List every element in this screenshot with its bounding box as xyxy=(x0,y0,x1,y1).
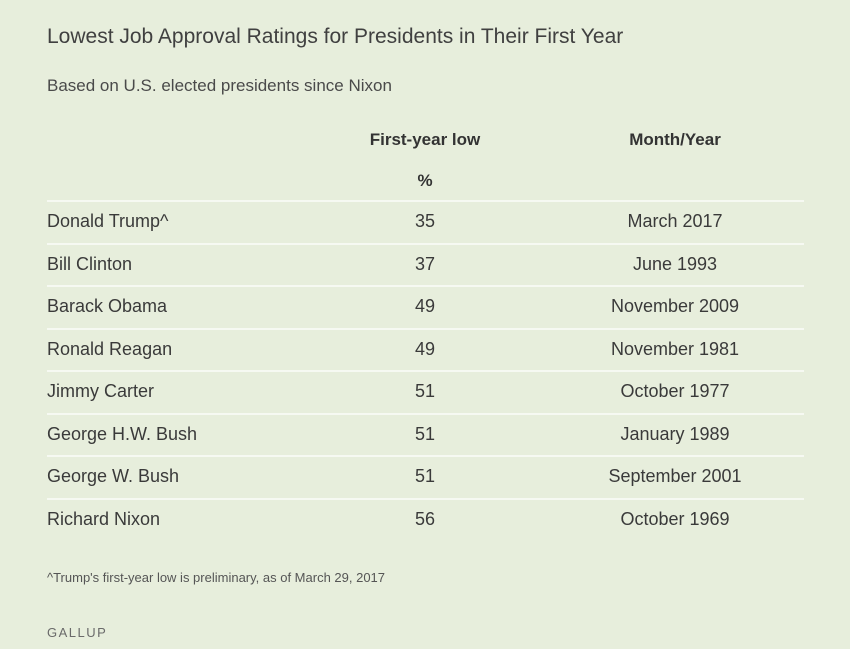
president-name: Richard Nixon xyxy=(47,508,161,529)
president-name: Donald Trump^ xyxy=(47,211,169,231)
month-year-value: October 1969 xyxy=(620,508,730,529)
footnote: ^Trump's first-year low is preliminary, … xyxy=(47,570,386,585)
president-name: George W. Bush xyxy=(47,466,180,486)
first-year-low-value: 56 xyxy=(414,508,436,529)
column-unit-percent: % xyxy=(417,171,433,190)
table-row: Jimmy Carter 51 October 1977 xyxy=(47,370,804,413)
first-year-low-value: 37 xyxy=(414,253,436,274)
first-year-low-value: 51 xyxy=(414,381,436,401)
chart-title: Lowest Job Approval Ratings for Presiden… xyxy=(47,25,624,48)
column-header-first-year-low: First-year low xyxy=(369,130,481,149)
month-year-value: September 2001 xyxy=(608,466,742,486)
table-row: Bill Clinton 37 June 1993 xyxy=(47,242,804,286)
president-name: Jimmy Carter xyxy=(47,381,154,401)
table-row: George H.W. Bush 51 January 1989 xyxy=(47,412,804,456)
table-row: George W. Bush 51 September 2001 xyxy=(47,455,804,498)
first-year-low-value: 49 xyxy=(414,296,436,316)
first-year-low-value: 51 xyxy=(414,466,436,486)
president-name: Barack Obama xyxy=(47,296,168,316)
president-name: Ronald Reagan xyxy=(47,338,173,359)
first-year-low-value: 35 xyxy=(414,211,436,231)
month-year-value: October 1977 xyxy=(620,381,730,401)
month-year-value: March 2017 xyxy=(627,211,723,231)
first-year-low-value: 51 xyxy=(414,423,436,444)
table-row: Ronald Reagan 49 November 1981 xyxy=(47,327,804,371)
table-row: Richard Nixon 56 October 1969 xyxy=(47,497,804,541)
table-row: Donald Trump^ 35 March 2017 xyxy=(47,200,804,243)
column-header-month-year: Month/Year xyxy=(629,130,721,149)
table-row: Barack Obama 49 November 2009 xyxy=(47,285,804,328)
chart-subtitle: Based on U.S. elected presidents since N… xyxy=(47,76,392,95)
first-year-low-value: 49 xyxy=(414,338,436,359)
president-name: Bill Clinton xyxy=(47,253,133,274)
month-year-value: November 2009 xyxy=(610,296,740,316)
month-year-value: January 1989 xyxy=(620,423,730,444)
month-year-value: June 1993 xyxy=(632,253,718,274)
table-body: Donald Trump^ 35 March 2017 Bill Clinton 37 J… xyxy=(47,200,804,540)
source-label: GALLUP xyxy=(47,625,108,640)
president-name: George H.W. Bush xyxy=(47,423,198,444)
month-year-value: November 1981 xyxy=(610,338,740,359)
